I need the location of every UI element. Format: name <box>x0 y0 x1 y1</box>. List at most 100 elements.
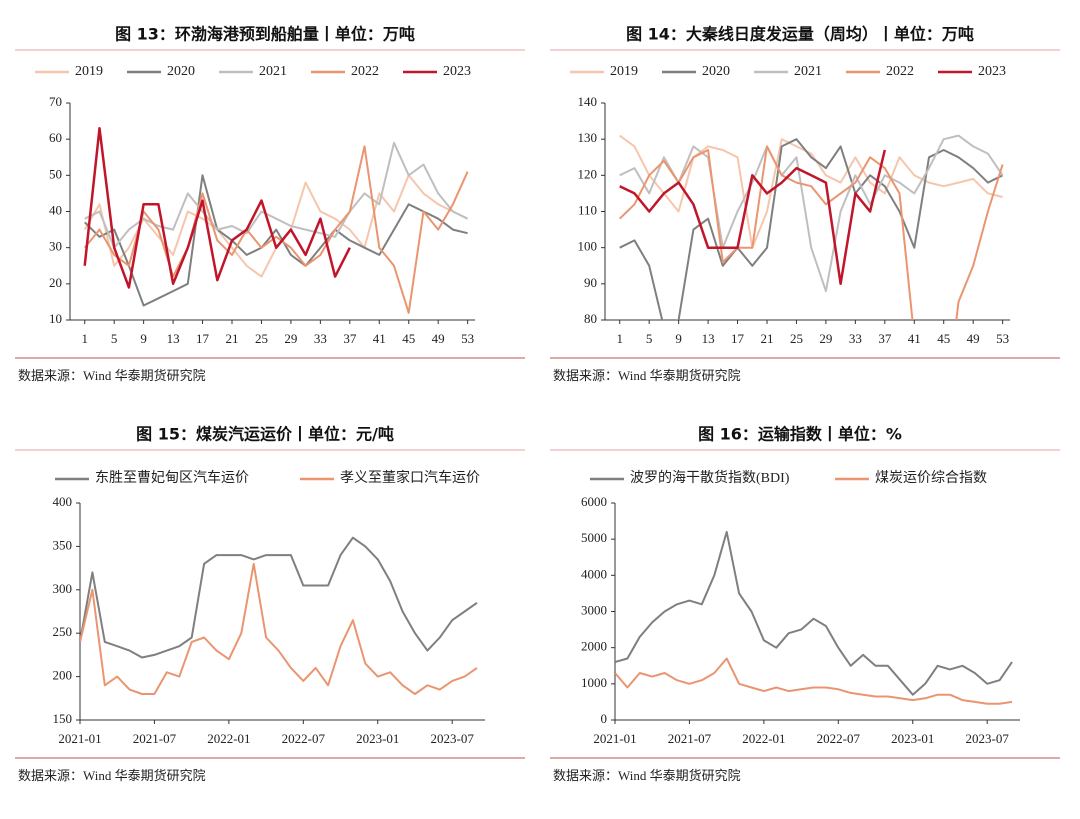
series-line <box>84 141 469 249</box>
legend-label: 2022 <box>886 64 914 79</box>
legend-label: 波罗的海干散货指数(BDI) <box>630 469 790 486</box>
series-line <box>80 536 478 659</box>
x-tick-label: 21 <box>761 331 774 346</box>
y-tick-label: 5000 <box>581 530 607 545</box>
x-tick-label: 49 <box>432 331 445 346</box>
x-tick-label: 2021-01 <box>58 731 101 746</box>
y-tick-label: 30 <box>49 239 62 254</box>
y-tick-label: 1000 <box>581 675 607 690</box>
x-tick-label: 21 <box>226 331 239 346</box>
x-tick-label: 53 <box>461 331 474 346</box>
source-note: 数据来源：Wind 华泰期货研究院 <box>553 368 741 383</box>
x-tick-label: 25 <box>255 331 268 346</box>
series-line <box>619 138 1004 320</box>
x-tick-label: 45 <box>937 331 950 346</box>
x-tick-label: 13 <box>702 331 715 346</box>
x-tick-label: 2021-01 <box>593 731 636 746</box>
y-tick-label: 90 <box>584 275 597 290</box>
x-tick-label: 17 <box>731 331 745 346</box>
y-tick-label: 300 <box>53 581 73 596</box>
chart-title: 图 16：运输指数丨单位：% <box>698 425 902 444</box>
x-tick-label: 29 <box>284 331 297 346</box>
legend-label: 2023 <box>978 64 1006 79</box>
x-tick-label: 5 <box>646 331 653 346</box>
y-tick-label: 150 <box>53 711 73 726</box>
y-tick-label: 400 <box>53 494 73 509</box>
y-tick-label: 20 <box>49 275 62 290</box>
x-tick-label: 25 <box>790 331 803 346</box>
y-tick-label: 250 <box>53 624 73 639</box>
y-tick-label: 60 <box>49 130 62 145</box>
y-tick-label: 200 <box>53 668 73 683</box>
y-tick-label: 40 <box>49 202 62 217</box>
legend-label: 煤炭运价综合指数 <box>875 470 987 486</box>
x-tick-label: 2023-01 <box>356 731 399 746</box>
y-tick-label: 2000 <box>581 639 607 654</box>
x-tick-label: 45 <box>402 331 415 346</box>
y-tick-label: 140 <box>578 94 598 109</box>
x-tick-label: 2023-07 <box>431 731 475 746</box>
series-line <box>83 145 469 314</box>
y-tick-label: 100 <box>578 239 598 254</box>
x-tick-label: 49 <box>967 331 980 346</box>
x-tick-label: 2022-01 <box>742 731 785 746</box>
x-tick-label: 37 <box>878 331 892 346</box>
x-tick-label: 41 <box>373 331 386 346</box>
y-tick-label: 120 <box>578 166 598 181</box>
series-line <box>619 134 1004 293</box>
y-tick-label: 6000 <box>581 494 607 509</box>
x-tick-label: 29 <box>819 331 832 346</box>
x-tick-label: 9 <box>675 331 682 346</box>
series-line <box>615 657 1013 705</box>
legend-label: 2019 <box>610 64 638 79</box>
x-tick-label: 13 <box>167 331 180 346</box>
x-tick-label: 1 <box>616 331 623 346</box>
legend-label: 2020 <box>702 64 730 79</box>
y-tick-label: 4000 <box>581 566 607 581</box>
source-note: 数据来源：Wind 华泰期货研究院 <box>18 368 206 383</box>
series-line <box>619 134 1003 249</box>
series-line <box>619 145 1004 320</box>
x-tick-label: 33 <box>849 331 862 346</box>
x-tick-label: 2021-07 <box>133 731 177 746</box>
chart-title: 图 14：大秦线日度发运量（周均）丨单位：万吨 <box>626 25 974 44</box>
x-tick-label: 9 <box>140 331 147 346</box>
series-line <box>84 174 468 307</box>
legend-label: 2019 <box>75 64 103 79</box>
series-line <box>619 149 887 286</box>
chart-title: 图 15：煤炭汽运运价丨单位：元/吨 <box>136 425 394 444</box>
x-tick-label: 2022-07 <box>282 731 326 746</box>
source-note: 数据来源：Wind 华泰期货研究院 <box>553 768 741 783</box>
series-line <box>80 562 478 695</box>
x-tick-label: 2022-01 <box>207 731 250 746</box>
x-tick-label: 37 <box>343 331 357 346</box>
x-tick-label: 2023-07 <box>966 731 1010 746</box>
legend-label: 2022 <box>351 64 379 79</box>
x-tick-label: 17 <box>196 331 210 346</box>
y-tick-label: 10 <box>49 311 62 326</box>
legend-label: 孝义至董家口汽车运价 <box>340 469 480 486</box>
series-line <box>615 530 1013 696</box>
y-tick-label: 350 <box>53 537 73 552</box>
legend-label: 2021 <box>794 64 822 79</box>
y-tick-label: 110 <box>578 202 597 217</box>
y-tick-label: 130 <box>578 130 598 145</box>
x-tick-label: 41 <box>908 331 921 346</box>
y-tick-label: 50 <box>49 166 62 181</box>
x-tick-label: 5 <box>111 331 118 346</box>
legend-label: 2020 <box>167 64 195 79</box>
legend-label: 东胜至曹妃甸区汽车运价 <box>95 469 249 486</box>
x-tick-label: 2021-07 <box>668 731 712 746</box>
x-tick-label: 53 <box>996 331 1009 346</box>
y-tick-label: 80 <box>584 311 597 326</box>
y-tick-label: 0 <box>601 711 608 726</box>
series-line <box>83 127 351 289</box>
y-tick-label: 70 <box>49 94 62 109</box>
y-tick-label: 3000 <box>581 602 607 617</box>
x-tick-label: 2022-07 <box>817 731 861 746</box>
series-line <box>83 174 469 278</box>
x-tick-label: 1 <box>81 331 88 346</box>
legend-label: 2023 <box>443 64 471 79</box>
chart-title: 图 13：环渤海港预到船舶量丨单位：万吨 <box>115 25 415 44</box>
